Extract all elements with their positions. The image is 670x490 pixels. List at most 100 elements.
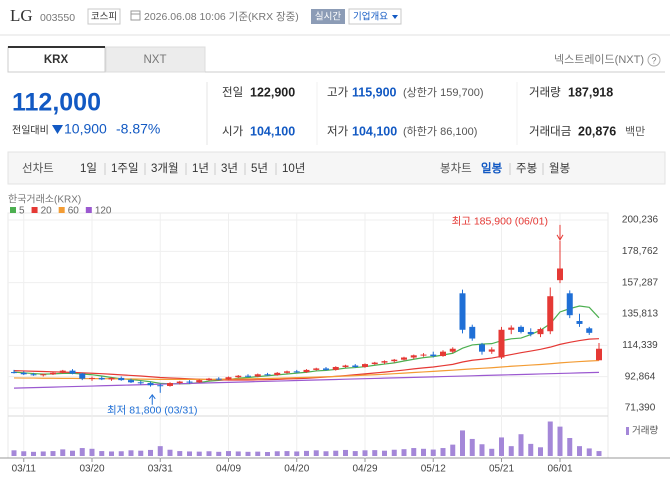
candle-body bbox=[89, 377, 95, 379]
x-tick-label: 03/31 bbox=[148, 464, 173, 475]
volume-bar bbox=[89, 448, 95, 456]
period-group-label: 선차트 bbox=[22, 162, 54, 175]
volume-bar bbox=[440, 448, 446, 456]
tab-nxt[interactable] bbox=[105, 46, 206, 73]
candle-body bbox=[547, 296, 554, 332]
candle-body bbox=[147, 383, 154, 386]
x-tick-label: 04/29 bbox=[352, 464, 377, 475]
x-tick-label: 05/21 bbox=[489, 464, 514, 475]
volume-bar bbox=[352, 451, 358, 456]
svg-text:?: ? bbox=[651, 55, 656, 65]
volume-bar bbox=[391, 449, 397, 456]
period-tab[interactable]: 1일 bbox=[80, 161, 97, 175]
candle-body bbox=[323, 368, 329, 370]
candle-body bbox=[596, 348, 602, 361]
candle-body bbox=[245, 375, 251, 377]
candle-body bbox=[488, 349, 495, 352]
candle-body bbox=[128, 380, 134, 383]
x-tick-label: 03/11 bbox=[12, 464, 37, 475]
volume-bar bbox=[40, 451, 46, 456]
period-tab[interactable]: 1주일 bbox=[111, 161, 139, 175]
change-rate: -8.87% bbox=[116, 121, 160, 137]
volume-bar bbox=[460, 430, 465, 456]
candle-body bbox=[98, 377, 105, 380]
candle-body bbox=[449, 348, 456, 352]
period-tab[interactable]: 3년 bbox=[221, 162, 238, 175]
candle-body bbox=[401, 357, 407, 360]
period-tab[interactable]: 5년 bbox=[251, 162, 268, 175]
dropdown-icon bbox=[392, 15, 398, 19]
candle-body bbox=[30, 374, 37, 376]
volume-bar bbox=[538, 447, 543, 456]
volume-bar bbox=[313, 450, 319, 456]
candle-body bbox=[186, 381, 193, 383]
info-label: 시가 bbox=[222, 125, 244, 138]
overview-button[interactable] bbox=[348, 8, 402, 25]
period-tabs: 선차트 1일 1주일 3개월 1년 3년 5년 10년 봉차트 일봉 주봉 월봉 bbox=[22, 161, 570, 175]
y-tick-label: 157,287 bbox=[622, 277, 659, 288]
volume-bar bbox=[245, 451, 251, 456]
chart: 5 20 60 120 71,390 92,864 114,339 135,813 157,28… bbox=[0, 206, 670, 475]
candle-body bbox=[157, 385, 164, 387]
candle-body bbox=[557, 268, 563, 281]
period-tab[interactable]: 월봉 bbox=[549, 162, 570, 175]
period-tab[interactable]: 1년 bbox=[192, 162, 209, 175]
candle-body bbox=[118, 377, 125, 381]
candle-body bbox=[566, 293, 573, 316]
y-tick-label: 178,762 bbox=[622, 246, 659, 257]
candle-body bbox=[50, 372, 56, 375]
x-tick-label: 05/12 bbox=[421, 464, 446, 475]
realtime-label: 실시간 bbox=[315, 12, 341, 23]
change-label: 전일대비 bbox=[12, 125, 49, 137]
stock-code: 003550 bbox=[40, 12, 75, 24]
candle-body bbox=[537, 329, 544, 335]
volume-bar bbox=[518, 434, 524, 456]
candle-body bbox=[576, 321, 583, 324]
y-tick-label: 71,390 bbox=[625, 403, 656, 414]
info-label: 전일 bbox=[222, 85, 243, 99]
market-badge bbox=[87, 8, 121, 25]
help-icon[interactable]: ? bbox=[647, 53, 661, 67]
volume-bar bbox=[567, 438, 573, 456]
candle-body bbox=[508, 327, 515, 330]
y-tick-label: 114,339 bbox=[622, 340, 658, 351]
volume-bar bbox=[157, 446, 163, 456]
volume-bar bbox=[99, 451, 105, 456]
volume-bar bbox=[118, 451, 124, 456]
period-tab[interactable]: 일봉 bbox=[481, 161, 503, 175]
period-bar bbox=[7, 151, 666, 185]
volume-bar bbox=[177, 451, 183, 456]
candle-body bbox=[381, 361, 388, 363]
candle-body bbox=[342, 365, 349, 367]
info-value: 104,100 bbox=[352, 124, 397, 138]
candle-body bbox=[167, 383, 173, 386]
info-value: 20,876 bbox=[578, 124, 616, 138]
period-tab[interactable]: 10년 bbox=[282, 162, 305, 175]
candle-body bbox=[235, 375, 242, 378]
volume-bar bbox=[323, 451, 329, 456]
candle-body bbox=[196, 380, 203, 383]
period-tab[interactable]: 3개월 bbox=[151, 162, 179, 175]
overview-label[interactable]: 기업개요 bbox=[353, 11, 388, 23]
legend-label: 20 bbox=[41, 206, 53, 217]
period-tab[interactable]: 주봉 bbox=[516, 162, 537, 175]
plot-frame bbox=[7, 212, 609, 459]
tab-krx[interactable] bbox=[7, 46, 106, 73]
info-value: 104,100 bbox=[250, 124, 295, 138]
high-arrow-head bbox=[556, 234, 564, 241]
tab-label[interactable]: NXT bbox=[144, 54, 167, 66]
volume-bar bbox=[11, 450, 17, 456]
candle-body bbox=[459, 293, 466, 330]
moving-average-line bbox=[13, 371, 600, 389]
volume-bar bbox=[187, 451, 192, 456]
x-tick-label: 04/20 bbox=[284, 464, 309, 475]
candle-body bbox=[274, 372, 281, 376]
nxt-link[interactable]: 넥스트레이드(NXT) bbox=[554, 53, 644, 66]
volume-bar bbox=[60, 449, 66, 456]
volume-bar bbox=[557, 426, 563, 456]
period-group-label: 봉차트 bbox=[440, 162, 472, 175]
tab-label[interactable]: KRX bbox=[44, 54, 69, 66]
candle-body bbox=[479, 344, 485, 352]
stock-name: LG bbox=[10, 6, 33, 25]
